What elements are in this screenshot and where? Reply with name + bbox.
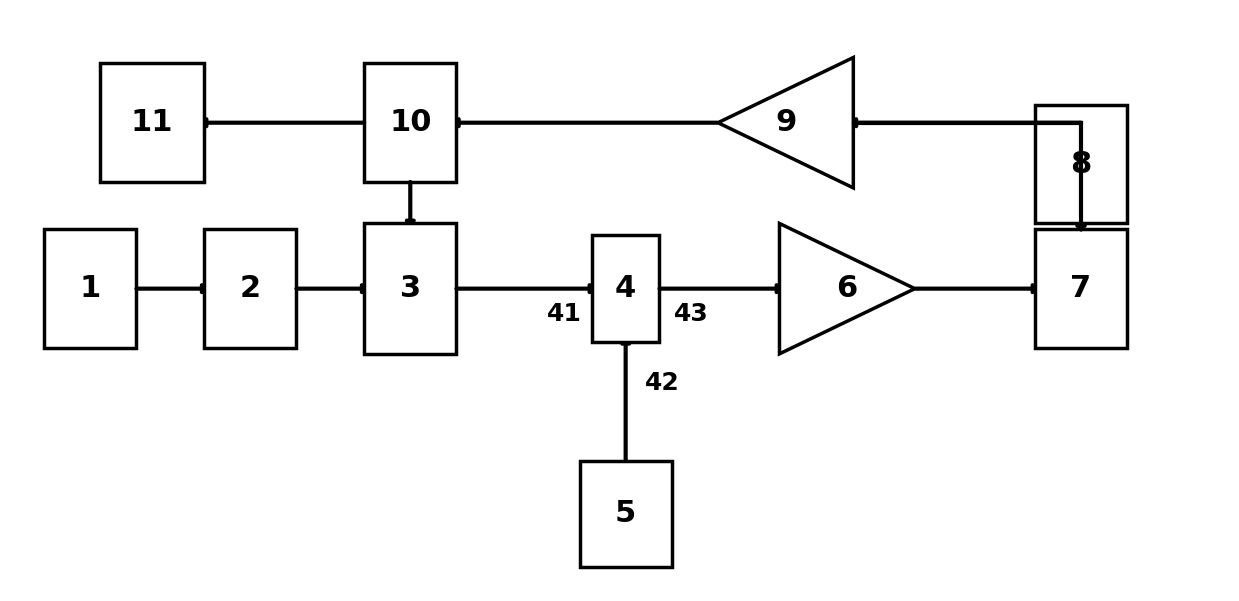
Text: 8: 8 (1070, 150, 1092, 178)
Text: 11: 11 (130, 108, 173, 137)
Text: 5: 5 (615, 499, 637, 528)
Text: 2: 2 (239, 274, 261, 303)
Bar (364, 64, 456, 182)
Text: 3: 3 (400, 274, 421, 303)
Polygon shape (717, 58, 854, 188)
Text: 6: 6 (836, 274, 857, 303)
Text: 43: 43 (674, 302, 709, 326)
Bar (592, 236, 659, 342)
Polygon shape (779, 224, 914, 354)
Text: 42: 42 (646, 371, 680, 395)
Bar (580, 460, 672, 567)
Text: 9: 9 (774, 108, 797, 137)
Bar (1035, 105, 1127, 224)
Bar (1035, 230, 1127, 348)
Text: 4: 4 (615, 274, 637, 303)
Bar (364, 224, 456, 354)
Bar (45, 230, 136, 348)
Bar (204, 230, 296, 348)
Text: 41: 41 (546, 302, 581, 326)
Bar (99, 64, 204, 182)
Text: 10: 10 (389, 108, 431, 137)
Text: 7: 7 (1070, 274, 1092, 303)
Text: 1: 1 (79, 274, 100, 303)
